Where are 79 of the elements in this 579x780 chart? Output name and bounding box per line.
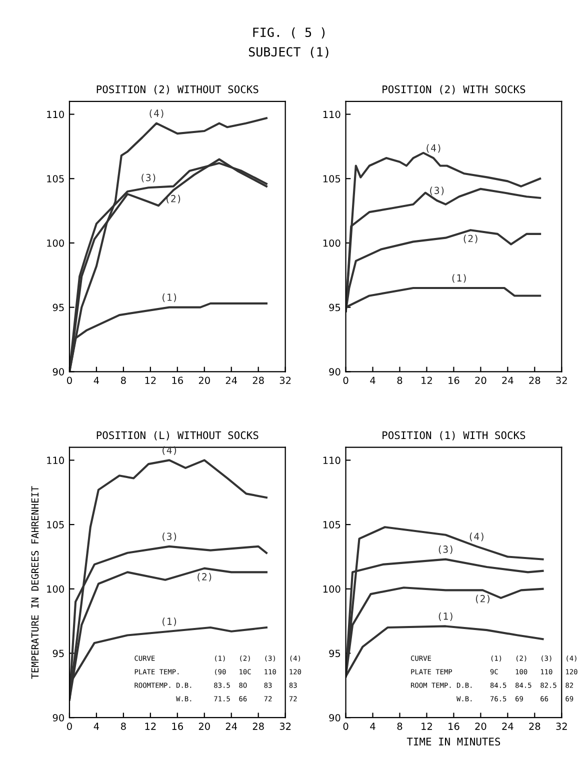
y-tick-label: 100: [47, 585, 64, 593]
chart-title: POSITION (2) WITHOUT SOCKS: [96, 85, 258, 94]
chart-title: POSITION (2) WITH SOCKS: [382, 85, 526, 94]
x-tick-label: 20: [198, 376, 210, 384]
x-tick-label: 20: [198, 722, 210, 730]
chart-title: POSITION (L) WITHOUT SOCKS: [96, 431, 258, 440]
series-label: (3): [430, 186, 444, 196]
x-tick-label: 8: [397, 376, 402, 384]
x-tick-label: 28: [529, 376, 540, 384]
x-tick-label: 0: [67, 722, 72, 730]
x-axis-title: TIME IN MINUTES: [406, 738, 500, 746]
text: SUBJECT (1): [248, 46, 328, 58]
series-label: (4): [162, 446, 176, 455]
y-tick-label: 110: [47, 110, 64, 118]
x-tick-label: 32: [280, 722, 291, 730]
series-label: (2): [464, 234, 478, 244]
x-tick-label: 0: [343, 722, 348, 730]
x-tick-label: 24: [502, 722, 514, 730]
x-tick-label: 16: [172, 722, 183, 730]
series-label: (3): [162, 532, 176, 542]
y-tick-label: 100: [323, 239, 340, 247]
series-label: (3): [438, 545, 452, 554]
y-tick-label: 105: [47, 521, 64, 528]
x-tick-label: 16: [172, 376, 183, 384]
y-tick-label: 95: [52, 650, 64, 658]
text: FIG. ( 5 ): [253, 27, 325, 39]
x-tick-label: 16: [448, 722, 460, 730]
series-label: (2): [198, 572, 212, 582]
x-tick-label: 12: [145, 376, 156, 384]
y-tick-label: 105: [323, 521, 340, 528]
x-tick-label: 4: [94, 722, 100, 730]
x-tick-label: 28: [252, 376, 264, 384]
x-tick-label: 20: [475, 376, 486, 384]
x-tick-label: 32: [556, 376, 567, 384]
series-label: (4): [426, 144, 440, 153]
x-tick-label: 28: [529, 722, 540, 730]
y-axis-title: TEMPERATURE IN DEGREES FAHRENHEIT: [31, 486, 39, 679]
series-label: (1): [438, 612, 452, 621]
x-tick-label: 4: [94, 376, 100, 384]
y-tick-label: 95: [329, 650, 340, 658]
x-tick-label: 8: [121, 376, 126, 384]
x-tick-label: 0: [67, 376, 72, 384]
y-tick-label: 105: [323, 175, 340, 182]
x-tick-label: 8: [121, 722, 126, 730]
series-label: (1): [162, 617, 176, 626]
series-label: (3): [142, 174, 156, 182]
series-label: (2): [476, 594, 490, 604]
x-tick-label: 20: [475, 722, 486, 730]
y-tick-label: 100: [47, 239, 64, 247]
x-tick-label: 4: [370, 376, 376, 384]
y-tick-label: 105: [47, 175, 64, 182]
x-tick-label: 12: [145, 722, 156, 730]
y-tick-label: 95: [329, 304, 340, 312]
series-label: (1): [162, 293, 176, 302]
series-label: (4): [470, 532, 484, 542]
y-tick-label: 110: [323, 110, 340, 118]
y-tick-label: 110: [47, 456, 64, 464]
x-tick-label: 0: [343, 376, 348, 384]
x-tick-label: 28: [252, 722, 264, 730]
y-tick-label: 90: [329, 714, 340, 722]
y-tick-label: 95: [52, 304, 64, 312]
x-tick-label: 24: [226, 376, 238, 384]
y-tick-label: 100: [323, 585, 340, 593]
y-tick-label: 90: [329, 368, 340, 376]
x-tick-label: 32: [556, 722, 567, 730]
series-label: (4): [150, 109, 164, 118]
series-label: (1): [452, 274, 466, 283]
x-tick-label: 12: [422, 722, 432, 730]
y-tick-label: 90: [52, 714, 64, 722]
chart-title: POSITION (1) WITH SOCKS: [382, 431, 526, 440]
x-tick-label: 4: [370, 722, 376, 730]
x-tick-label: 24: [502, 376, 514, 384]
y-tick-label: 110: [323, 456, 340, 464]
x-tick-label: 8: [397, 722, 402, 730]
x-tick-label: 12: [422, 376, 432, 384]
x-tick-label: 16: [448, 376, 460, 384]
x-tick-label: 32: [280, 376, 291, 384]
x-tick-label: 24: [226, 722, 238, 730]
y-tick-label: 90: [52, 368, 64, 376]
